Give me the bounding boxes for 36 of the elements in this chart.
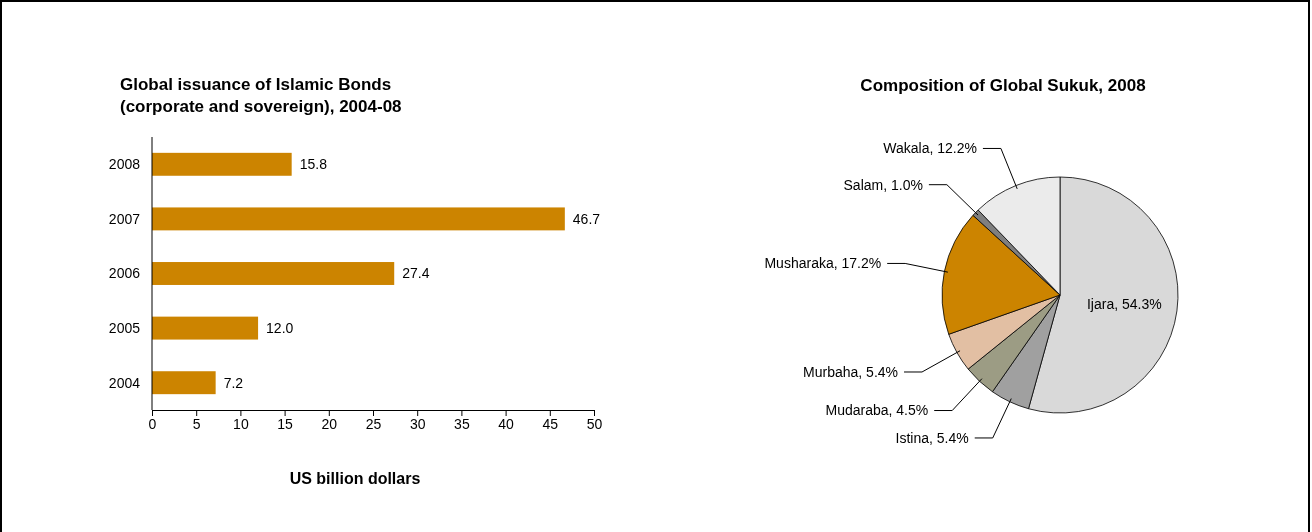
data-label: 46.7 [572, 210, 601, 227]
x-tick-label: 35 [454, 415, 470, 432]
slice-label: Istina, 5.4% [895, 429, 969, 446]
x-tick-label: 20 [321, 415, 338, 432]
data-label: 7.2 [223, 374, 244, 391]
x-tick-label: 5 [192, 415, 201, 432]
bar [152, 207, 565, 231]
chart-title: Global issuance of Islamic Bonds (corporate and sovereign), 2004-08 [120, 75, 402, 116]
y-tick-label: 2004 [108, 374, 141, 391]
chart-title: Composition of Global Sukuk, 2008 [860, 76, 1146, 95]
x-axis-title: US billion dollars [289, 470, 421, 487]
bar [152, 262, 395, 285]
slice-label: Wakala, 12.2% [883, 140, 977, 157]
data-label: 15.8 [299, 156, 328, 173]
slice-label: Murbaha, 5.4% [803, 363, 899, 380]
data-label: 27.4 [402, 265, 430, 282]
slice-label: Ijara, 54.3% [1086, 295, 1162, 312]
x-tick-label: 10 [233, 415, 249, 432]
x-tick-label: 30 [409, 415, 426, 432]
bar [152, 152, 292, 176]
slice-label: Mudaraba, 4.5% [825, 402, 929, 419]
slice-label: Salam, 1.0% [843, 176, 923, 193]
x-tick-label: 45 [542, 415, 559, 432]
x-tick-label: 25 [365, 415, 382, 432]
data-label: 12.0 [266, 320, 294, 336]
bar [152, 371, 216, 395]
slice-label: Musharaka, 17.2% [764, 255, 882, 272]
x-tick-label: 50 [586, 415, 603, 432]
y-tick-label: 2008 [108, 156, 141, 173]
y-tick-label: 2007 [108, 210, 141, 227]
bar [152, 316, 259, 340]
y-tick-label: 2006 [108, 265, 141, 282]
x-tick-label: 40 [498, 415, 515, 432]
x-tick-label: 0 [148, 415, 157, 432]
x-tick-label: 15 [277, 415, 294, 432]
y-tick-label: 2005 [108, 320, 141, 336]
